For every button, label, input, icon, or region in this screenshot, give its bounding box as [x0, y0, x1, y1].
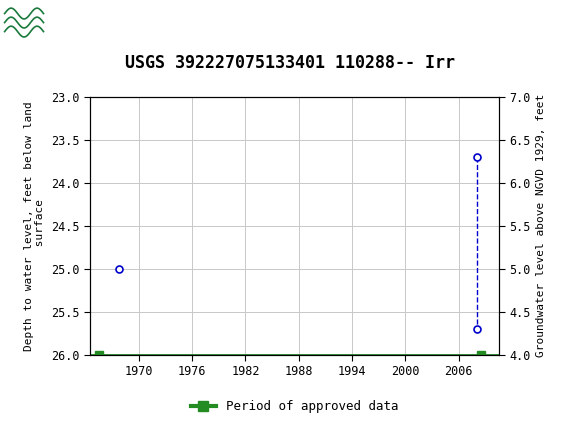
Y-axis label: Depth to water level, feet below land
 surface: Depth to water level, feet below land su… [24, 101, 45, 350]
Text: USGS 392227075133401 110288-- Irr: USGS 392227075133401 110288-- Irr [125, 54, 455, 72]
Legend: Period of approved data: Period of approved data [186, 395, 403, 418]
Bar [3, 3, 78, 42]
Y-axis label: Groundwater level above NGVD 1929, feet: Groundwater level above NGVD 1929, feet [536, 94, 546, 357]
Text: USGS: USGS [49, 14, 104, 31]
